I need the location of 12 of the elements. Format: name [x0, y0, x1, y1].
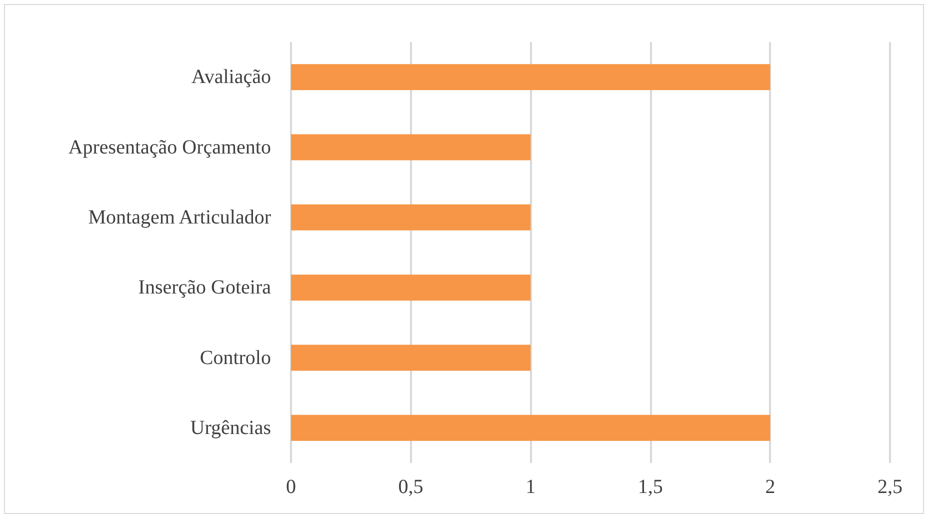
x-tick-label: 0	[286, 476, 296, 498]
y-tick-label: Montagem Articulador	[88, 206, 272, 228]
x-tick-label: 2	[765, 476, 776, 498]
y-tick-label: Controlo	[200, 346, 271, 369]
y-tick-label: Avaliação	[191, 66, 271, 88]
x-tick-label: 0,5	[398, 476, 424, 498]
x-tick-label: 1	[526, 476, 536, 498]
x-tick-label: 1,5	[638, 476, 663, 498]
y-tick-label: Apresentação Orçamento	[68, 136, 271, 158]
y-tick-label: Inserção Goteira	[138, 276, 272, 299]
y-tick-label: Urgências	[190, 416, 272, 439]
x-tick-label: 2,5	[878, 476, 902, 498]
